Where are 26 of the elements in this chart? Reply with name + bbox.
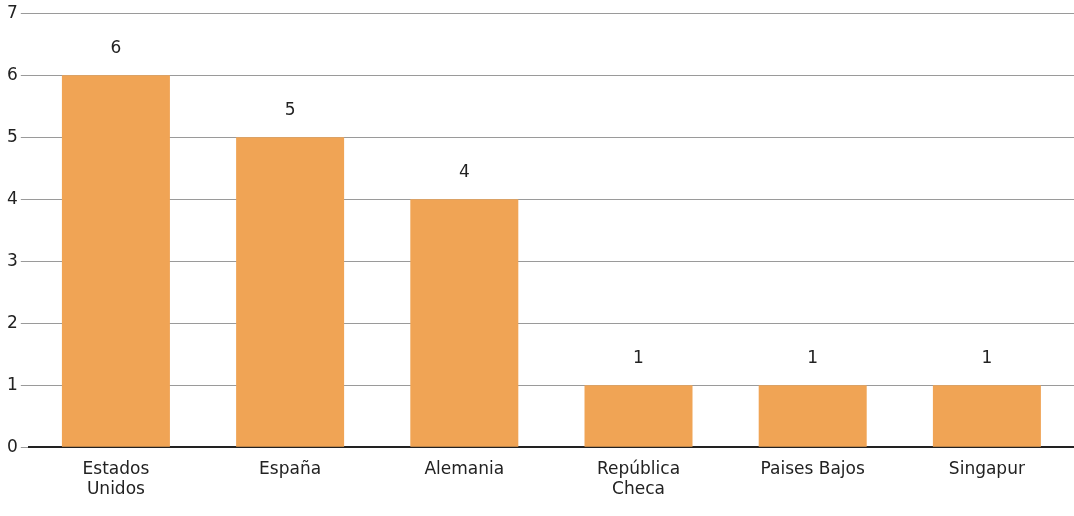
bar: [758, 385, 867, 447]
data-label: 1: [981, 347, 993, 368]
bar: [584, 385, 693, 447]
bar: [932, 385, 1041, 447]
y-tick-label: 3: [6, 249, 18, 270]
bar: [61, 75, 170, 447]
data-label: 1: [633, 347, 644, 368]
data-label: 6: [110, 37, 122, 58]
y-tick-label: 7: [6, 1, 18, 22]
x-tick-label: Singapur: [948, 457, 1025, 478]
x-tick-label: Estados Unidos: [82, 457, 150, 499]
data-label: 5: [284, 99, 296, 120]
y-tick-label: 2: [6, 311, 18, 332]
y-tick-label: 5: [6, 125, 18, 146]
bar: [410, 199, 519, 447]
data-label: 1: [807, 347, 819, 368]
y-tick-label: 0: [6, 435, 18, 456]
x-tick-label: Paises Bajos: [760, 457, 865, 478]
y-tick-label: 6: [6, 63, 18, 84]
x-tick-label: República Checa: [596, 457, 681, 499]
y-tick-label: 4: [6, 187, 18, 208]
data-label: 4: [458, 161, 470, 182]
bar: [236, 137, 345, 447]
x-tick-label: Alemania: [424, 457, 505, 478]
y-tick-label: 1: [6, 373, 18, 394]
x-tick-label: España: [259, 457, 322, 478]
